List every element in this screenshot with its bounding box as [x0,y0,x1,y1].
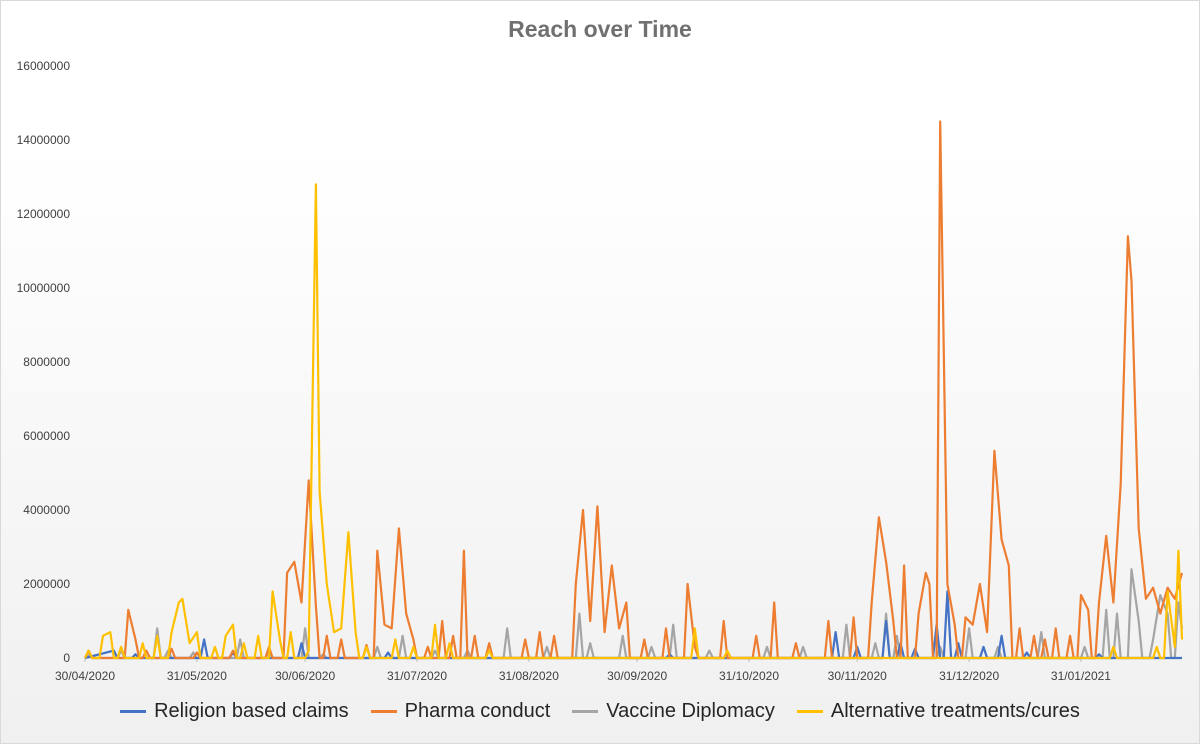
chart-title: Reach over Time [508,16,692,42]
x-tick-label: 30/09/2020 [607,669,667,683]
x-tick-label: 30/04/2020 [55,669,115,683]
series-line-3 [84,183,1184,660]
legend-label: Religion based claims [154,700,349,722]
legend-swatch [572,710,599,713]
x-tick-label: 31/07/2020 [387,669,447,683]
legend: Religion based claims Pharma conduct Vacci… [0,700,1200,723]
legend-item: Pharma conduct [370,700,551,723]
y-tick-label: 12000000 [17,207,71,221]
legend-swatch [120,710,147,713]
legend-swatch [796,710,823,713]
legend-swatch [370,710,397,713]
x-tick-label: 31/12/2020 [939,669,999,683]
legend-item: Religion based claims [120,700,349,723]
legend-item: Vaccine Diplomacy [572,700,775,723]
y-tick-label: 14000000 [17,133,71,147]
legend-label: Alternative treatments/cures [830,700,1080,722]
x-tick-label: 30/11/2020 [828,669,887,683]
y-tick-label: 16000000 [17,59,71,73]
y-axis-ticks: 0 2000000 4000000 6000000 8000000 10000000 120… [17,59,71,665]
legend-label: Pharma conduct [404,700,551,722]
x-axis-ticks: 30/04/2020 31/05/2020 30/06/2020 31/07/2020… [55,658,1111,683]
y-tick-label: 10000000 [17,281,71,295]
legend-item: Alternative treatments/cures [796,700,1080,723]
x-tick-label: 31/01/2021 [1051,669,1111,683]
y-tick-label: 8000000 [23,355,70,369]
legend-label: Vaccine Diplomacy [606,700,775,722]
y-tick-label: 6000000 [23,429,70,443]
series-line-1 [84,120,1184,660]
x-tick-label: 30/06/2020 [275,669,335,683]
x-tick-label: 31/08/2020 [499,669,559,683]
x-tick-label: 31/10/2020 [719,669,779,683]
series-lines [84,120,1184,660]
x-tick-label: 31/05/2020 [167,669,227,683]
y-tick-label: 4000000 [23,503,70,517]
y-tick-label: 0 [63,651,70,665]
y-tick-label: 2000000 [23,577,70,591]
